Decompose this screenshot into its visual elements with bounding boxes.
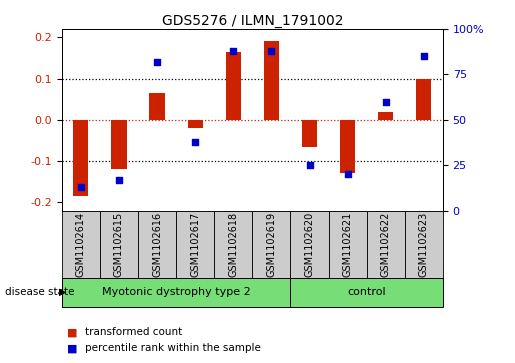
Point <box>344 171 352 177</box>
Bar <box>214 211 252 278</box>
Point <box>420 53 428 59</box>
Text: GSM1102620: GSM1102620 <box>304 212 315 277</box>
Bar <box>73 120 89 196</box>
Bar <box>149 93 165 120</box>
Text: control: control <box>347 287 386 297</box>
Bar <box>176 211 214 278</box>
Point <box>77 184 85 190</box>
Point <box>191 139 199 144</box>
Bar <box>378 111 393 120</box>
Text: GSM1102615: GSM1102615 <box>114 212 124 277</box>
Text: percentile rank within the sample: percentile rank within the sample <box>85 343 261 354</box>
Text: GSM1102614: GSM1102614 <box>76 212 86 277</box>
Bar <box>290 211 329 278</box>
Text: GSM1102616: GSM1102616 <box>152 212 162 277</box>
Bar <box>226 52 241 120</box>
Bar <box>62 211 100 278</box>
Text: Myotonic dystrophy type 2: Myotonic dystrophy type 2 <box>102 287 250 297</box>
Bar <box>329 211 367 278</box>
Bar <box>416 78 432 120</box>
Bar <box>252 211 290 278</box>
Point <box>382 99 390 105</box>
Bar <box>340 120 355 174</box>
Text: ■: ■ <box>67 343 77 354</box>
Bar <box>187 120 203 128</box>
Text: transformed count: transformed count <box>85 327 182 337</box>
Bar <box>138 211 176 278</box>
Point <box>305 162 314 168</box>
Point <box>229 48 237 54</box>
Point <box>115 177 123 183</box>
Bar <box>100 211 138 278</box>
Text: GSM1102617: GSM1102617 <box>190 212 200 277</box>
Title: GDS5276 / ILMN_1791002: GDS5276 / ILMN_1791002 <box>162 14 343 28</box>
Text: GSM1102621: GSM1102621 <box>342 212 353 277</box>
Text: ▶: ▶ <box>59 287 67 297</box>
Bar <box>405 211 443 278</box>
Bar <box>62 278 290 307</box>
Bar <box>290 278 443 307</box>
Text: GSM1102622: GSM1102622 <box>381 211 391 277</box>
Text: GSM1102623: GSM1102623 <box>419 212 429 277</box>
Text: ■: ■ <box>67 327 77 337</box>
Point <box>267 48 276 54</box>
Text: disease state: disease state <box>5 287 75 297</box>
Text: GSM1102618: GSM1102618 <box>228 212 238 277</box>
Bar <box>264 41 279 120</box>
Bar <box>367 211 405 278</box>
Bar <box>302 120 317 147</box>
Text: GSM1102619: GSM1102619 <box>266 212 277 277</box>
Bar <box>111 120 127 169</box>
Point <box>153 59 161 65</box>
